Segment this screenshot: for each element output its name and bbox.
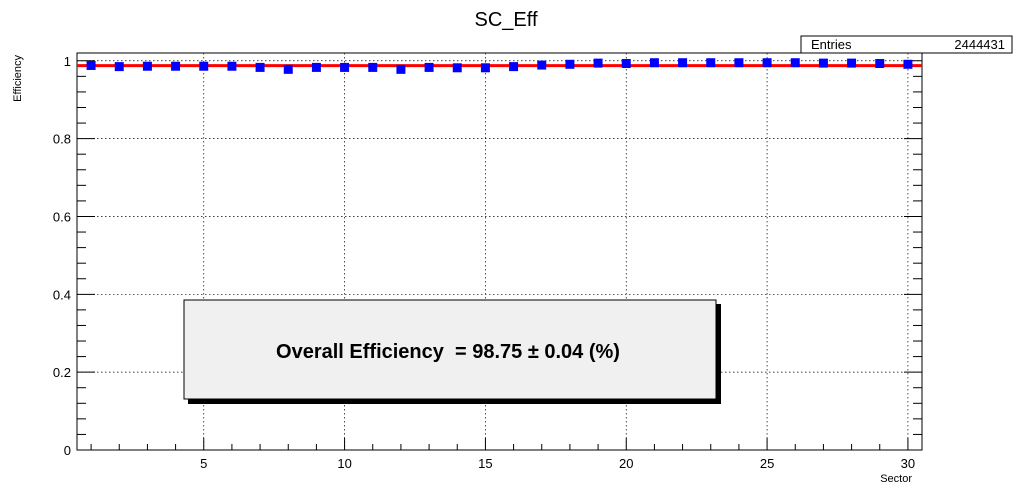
stats-box: Entries 2444431 [800, 35, 1013, 54]
data-point [537, 60, 547, 70]
plot-frame [76, 52, 923, 451]
stats-entries-label: Entries [811, 37, 852, 52]
data-point [903, 59, 913, 69]
data-point [311, 62, 321, 72]
y-axis-label: Efficiency [12, 55, 24, 102]
y-tick-label: 0.2 [53, 365, 71, 380]
data-point [790, 58, 800, 68]
axis-ticks: 5 10 15 20 25 30 0 0.2 0.4 0.6 0.8 1 [53, 54, 922, 471]
data-point [340, 62, 350, 72]
x-tick-label: 5 [200, 456, 207, 471]
data-point [171, 61, 181, 71]
overall-efficiency-box: Overall Efficiency = 98.75 ± 0.04 (%) [183, 299, 721, 404]
y-tick-label: 0.4 [53, 287, 71, 302]
y-tick-label: 0.8 [53, 132, 71, 147]
data-point [396, 64, 406, 74]
data-point [227, 61, 237, 71]
data-point [818, 58, 828, 68]
data-point [452, 63, 462, 73]
data-point [368, 62, 378, 72]
data-point [565, 59, 575, 69]
y-tick-label: 1 [64, 54, 71, 69]
data-point [847, 58, 857, 68]
stats-entries-value: 2444431 [954, 37, 1005, 52]
data-point [509, 62, 519, 72]
x-axis-label: Sector [880, 473, 912, 485]
data-point [283, 64, 293, 74]
data-point [621, 59, 631, 69]
data-point [762, 58, 772, 68]
data-point [199, 61, 209, 71]
data-point [255, 62, 265, 72]
data-point [734, 58, 744, 68]
data-point [706, 58, 716, 68]
data-points [86, 58, 913, 74]
data-point [649, 58, 659, 68]
data-point [678, 58, 688, 68]
y-tick-label: 0.6 [53, 209, 71, 224]
data-point [593, 58, 603, 68]
x-tick-label: 30 [901, 456, 915, 471]
x-tick-label: 20 [619, 456, 633, 471]
overall-efficiency-text: Overall Efficiency = 98.75 ± 0.04 (%) [276, 341, 620, 363]
x-tick-label: 10 [337, 456, 351, 471]
data-point [480, 63, 490, 73]
chart-title: SC_Eff [475, 9, 538, 31]
x-tick-label: 25 [760, 456, 774, 471]
data-point [424, 62, 434, 72]
x-tick-label: 15 [478, 456, 492, 471]
data-point [875, 59, 885, 69]
y-tick-label: 0 [64, 443, 71, 458]
data-point [142, 61, 152, 71]
data-point [114, 62, 124, 72]
data-point [86, 60, 96, 70]
